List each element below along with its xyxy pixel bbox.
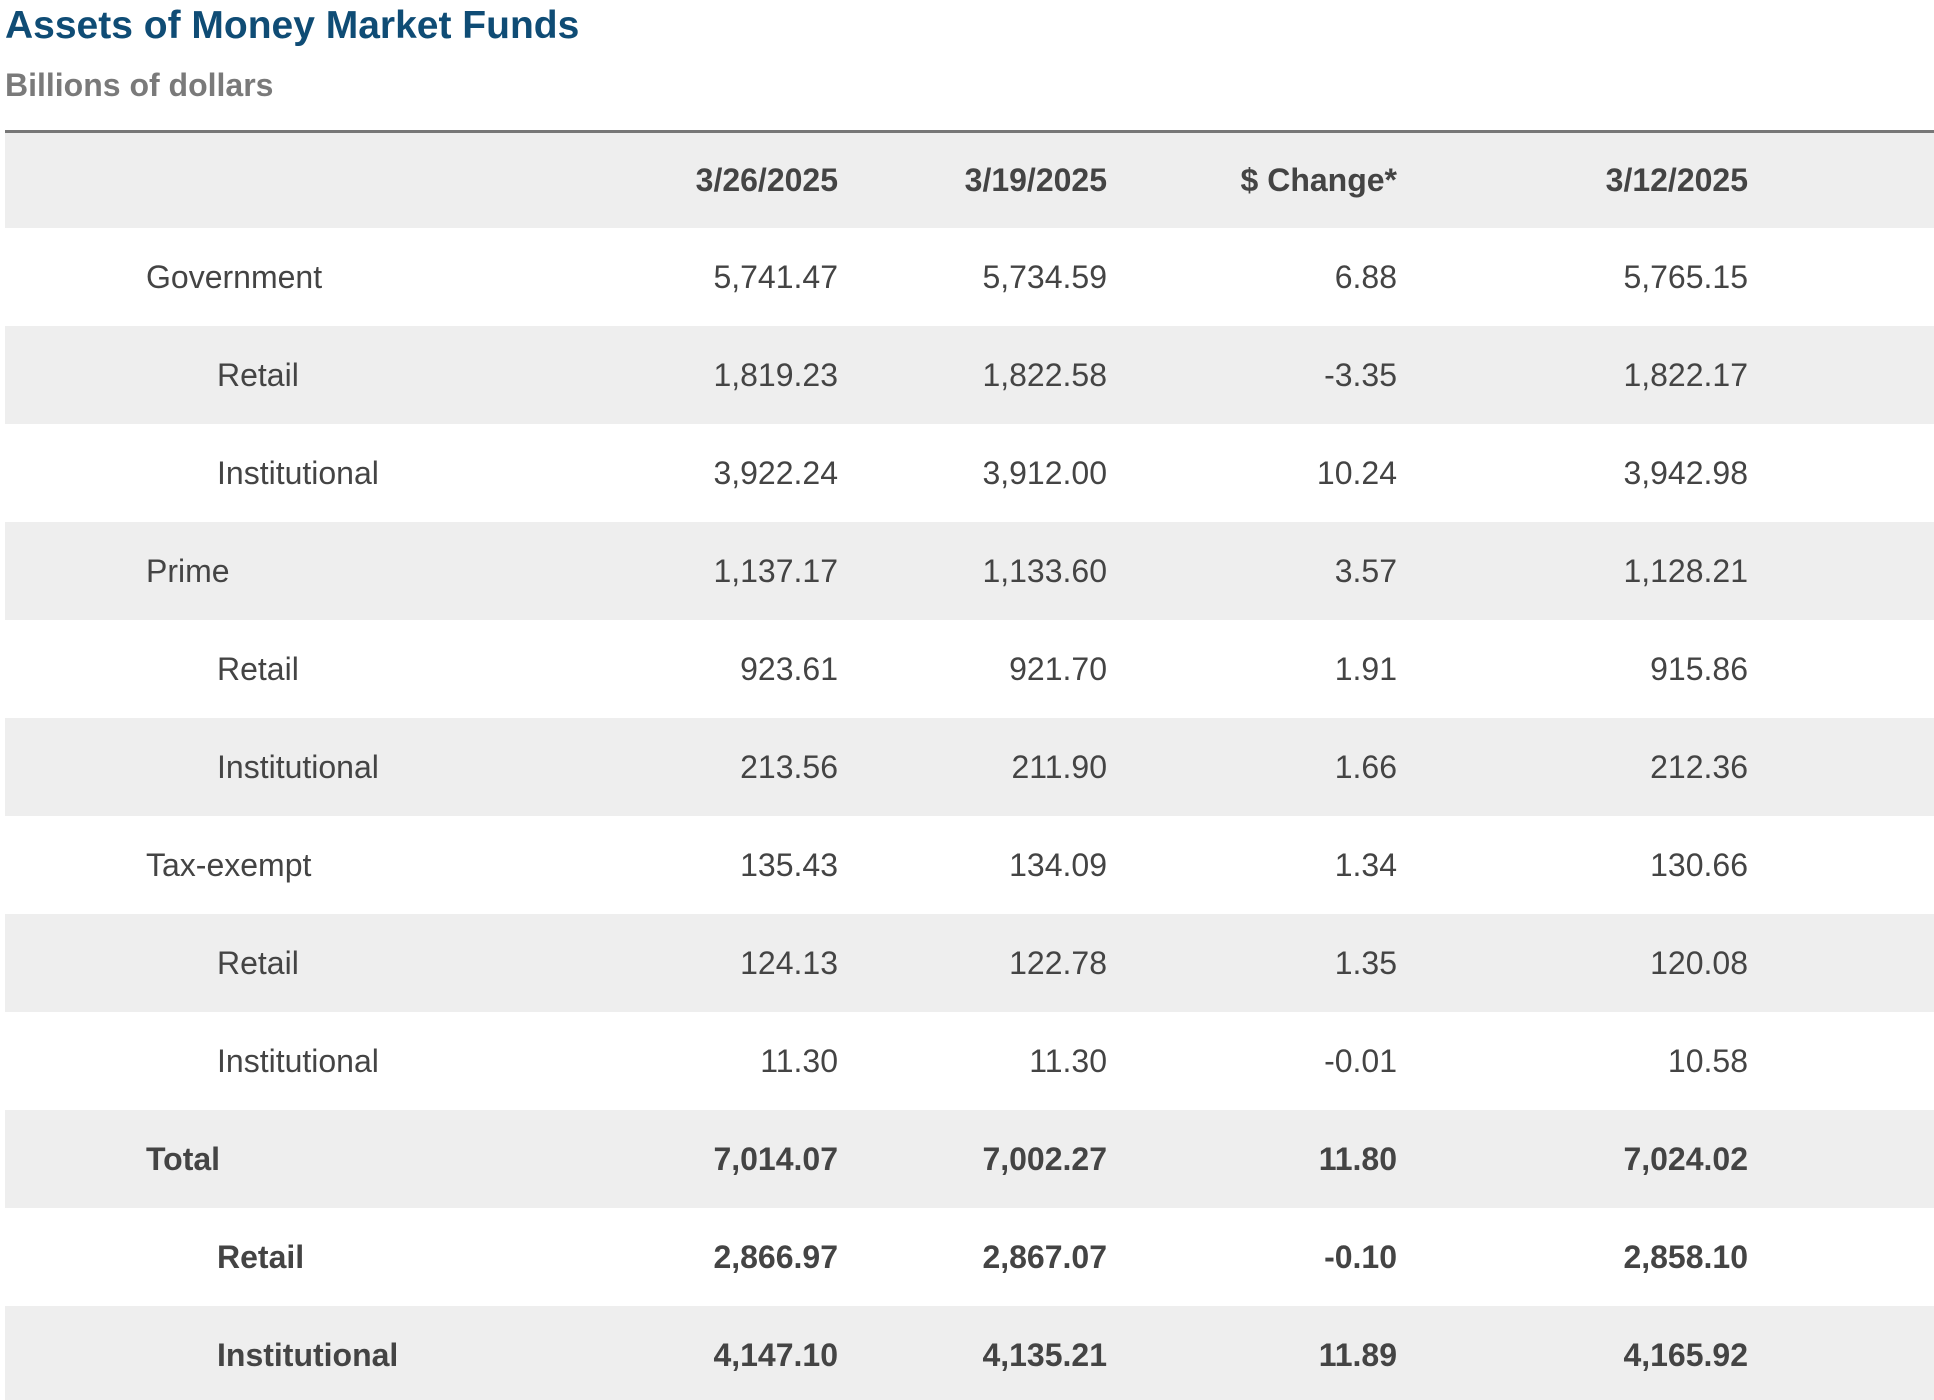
value-dollar-change: 1.34 — [1334, 846, 1397, 883]
table-row: Institutional 4,147.10 4,135.21 11.89 4,165.… — [5, 1306, 1934, 1400]
value-3-12-2025: 130.66 — [1650, 846, 1748, 883]
value-3-12-2025: 5,765.15 — [1623, 258, 1748, 295]
table-row: Retail 124.13 122.78 1.35 120.08 — [5, 914, 1934, 1012]
value-dollar-change: 1.91 — [1334, 650, 1397, 687]
value-3-26-2025: 7,014.07 — [713, 1140, 838, 1177]
table-row: Institutional 11.30 11.30 -0.01 10.58 — [5, 1012, 1934, 1110]
value-3-12-2025: 120.08 — [1650, 944, 1748, 981]
value-3-12-2025: 4,165.92 — [1623, 1336, 1748, 1373]
row-label: Prime — [146, 552, 230, 589]
row-label: Institutional — [217, 1042, 379, 1079]
value-3-26-2025: 124.13 — [740, 944, 838, 981]
value-dollar-change: 3.57 — [1334, 552, 1397, 589]
table-row: Institutional 3,922.24 3,912.00 10.24 3,942.… — [5, 424, 1934, 522]
value-3-12-2025: 10.58 — [1667, 1042, 1748, 1079]
value-3-19-2025: 1,133.60 — [982, 552, 1107, 589]
page-subtitle: Billions of dollars — [5, 67, 274, 103]
value-3-12-2025: 7,024.02 — [1623, 1140, 1748, 1177]
value-3-19-2025: 2,867.07 — [982, 1238, 1107, 1275]
value-3-19-2025: 11.30 — [1029, 1042, 1107, 1079]
value-3-19-2025: 211.90 — [1011, 748, 1108, 785]
row-label: Retail — [217, 650, 299, 687]
page-title: Assets of Money Market Funds — [5, 4, 580, 47]
column-header-3-19-2025: 3/19/2025 — [964, 162, 1107, 198]
assets-table: 3/26/2025 3/19/2025 $ Change* 3/12/2025 … — [5, 130, 1934, 1400]
value-dollar-change: 11.89 — [1318, 1336, 1397, 1373]
value-3-19-2025: 5,734.59 — [982, 258, 1107, 295]
value-3-26-2025: 2,866.97 — [713, 1238, 838, 1275]
column-header-3-26-2025: 3/26/2025 — [695, 162, 838, 198]
value-3-26-2025: 4,147.10 — [713, 1336, 838, 1373]
value-dollar-change: 11.80 — [1318, 1140, 1397, 1177]
value-3-19-2025: 1,822.58 — [982, 356, 1107, 393]
row-label: Retail — [217, 356, 299, 393]
row-label: Institutional — [217, 1336, 399, 1373]
table-row: Retail 923.61 921.70 1.91 915.86 — [5, 620, 1934, 718]
value-3-12-2025: 2,858.10 — [1623, 1238, 1748, 1275]
value-3-12-2025: 212.36 — [1650, 748, 1748, 785]
row-label: Institutional — [217, 454, 379, 491]
value-dollar-change: 10.24 — [1316, 454, 1397, 491]
value-3-26-2025: 923.61 — [740, 650, 838, 687]
table-row: Prime 1,137.17 1,133.60 3.57 1,128.21 — [5, 522, 1934, 620]
value-3-12-2025: 915.86 — [1650, 650, 1748, 687]
value-3-19-2025: 122.78 — [1009, 944, 1107, 981]
value-3-19-2025: 7,002.27 — [982, 1140, 1107, 1177]
value-3-26-2025: 5,741.47 — [713, 258, 838, 295]
column-header-dollar-change: $ Change* — [1240, 162, 1397, 198]
value-dollar-change: 1.35 — [1334, 944, 1397, 981]
row-label: Retail — [217, 1238, 305, 1275]
table-header-row: 3/26/2025 3/19/2025 $ Change* 3/12/2025 — [5, 133, 1934, 228]
value-3-19-2025: 134.09 — [1009, 846, 1107, 883]
value-3-12-2025: 3,942.98 — [1623, 454, 1748, 491]
value-dollar-change: -0.01 — [1324, 1042, 1397, 1079]
value-dollar-change: 6.88 — [1334, 258, 1397, 295]
value-3-26-2025: 213.56 — [740, 748, 838, 785]
row-label: Institutional — [217, 748, 379, 785]
value-3-12-2025: 1,128.21 — [1623, 552, 1748, 589]
table-row: Retail 1,819.23 1,822.58 -3.35 1,822.17 — [5, 326, 1934, 424]
value-3-26-2025: 135.43 — [740, 846, 838, 883]
row-label: Retail — [217, 944, 299, 981]
table-row: Total 7,014.07 7,002.27 11.80 7,024.02 — [5, 1110, 1934, 1208]
value-dollar-change: -3.35 — [1324, 356, 1397, 393]
value-3-26-2025: 11.30 — [760, 1042, 838, 1079]
value-dollar-change: -0.10 — [1324, 1238, 1397, 1275]
value-3-12-2025: 1,822.17 — [1623, 356, 1748, 393]
column-header-3-12-2025: 3/12/2025 — [1605, 162, 1748, 198]
table-row: Tax-exempt 135.43 134.09 1.34 130.66 — [5, 816, 1934, 914]
value-3-26-2025: 3,922.24 — [713, 454, 838, 491]
value-3-19-2025: 4,135.21 — [982, 1336, 1107, 1373]
value-dollar-change: 1.66 — [1334, 748, 1397, 785]
value-3-26-2025: 1,819.23 — [713, 356, 838, 393]
row-label: Total — [146, 1140, 221, 1177]
value-3-19-2025: 3,912.00 — [982, 454, 1107, 491]
row-label: Tax-exempt — [146, 846, 312, 883]
table-row: Institutional 213.56 211.90 1.66 212.36 — [5, 718, 1934, 816]
row-label: Government — [146, 258, 323, 295]
value-3-19-2025: 921.70 — [1009, 650, 1107, 687]
table-row: Retail 2,866.97 2,867.07 -0.10 2,858.10 — [5, 1208, 1934, 1306]
value-3-26-2025: 1,137.17 — [713, 552, 838, 589]
table-row: Government 5,741.47 5,734.59 6.88 5,765.15 — [5, 228, 1934, 326]
table-body: Government 5,741.47 5,734.59 6.88 5,765.15 Re… — [5, 228, 1934, 1400]
